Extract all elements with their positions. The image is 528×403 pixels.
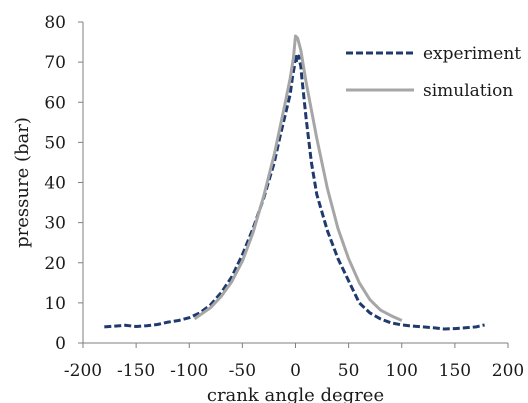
x-tick-label: 100 — [386, 361, 418, 381]
x-tick-label: 150 — [439, 361, 471, 381]
x-tick-label: 200 — [492, 361, 524, 381]
y-axis-label: pressure (bar) — [12, 117, 33, 248]
x-tick-label: -50 — [229, 361, 256, 381]
legend-label-simulation: simulation — [423, 81, 513, 101]
x-tick-label: 50 — [338, 361, 360, 381]
y-tick-label: 80 — [44, 13, 66, 33]
axes — [82, 22, 508, 344]
y-tick-label: 10 — [44, 294, 66, 314]
series-layer — [104, 34, 485, 331]
x-tick-label: 0 — [290, 361, 301, 381]
legend: experiment simulation — [346, 44, 521, 101]
x-axis-label: crank angle degree — [207, 385, 384, 403]
x-ticks: -200 -150 -100 -50 0 50 100 150 200 — [64, 343, 524, 381]
x-tick-label: -100 — [170, 361, 208, 381]
x-tick-label: -150 — [117, 361, 155, 381]
y-tick-label: 20 — [44, 254, 66, 274]
y-tick-label: 30 — [44, 214, 66, 234]
series-line-simulation — [193, 34, 403, 322]
y-tick-label: 70 — [44, 53, 66, 73]
legend-label-experiment: experiment — [423, 44, 521, 64]
x-tick-label: -200 — [64, 361, 102, 381]
y-tick-label: 60 — [44, 93, 66, 113]
y-tick-label: 0 — [55, 334, 66, 354]
y-ticks: 0 10 20 30 40 50 60 70 80 — [44, 13, 83, 354]
series-line-experiment — [104, 52, 485, 331]
y-tick-label: 40 — [44, 174, 66, 194]
y-tick-label: 50 — [44, 133, 66, 153]
